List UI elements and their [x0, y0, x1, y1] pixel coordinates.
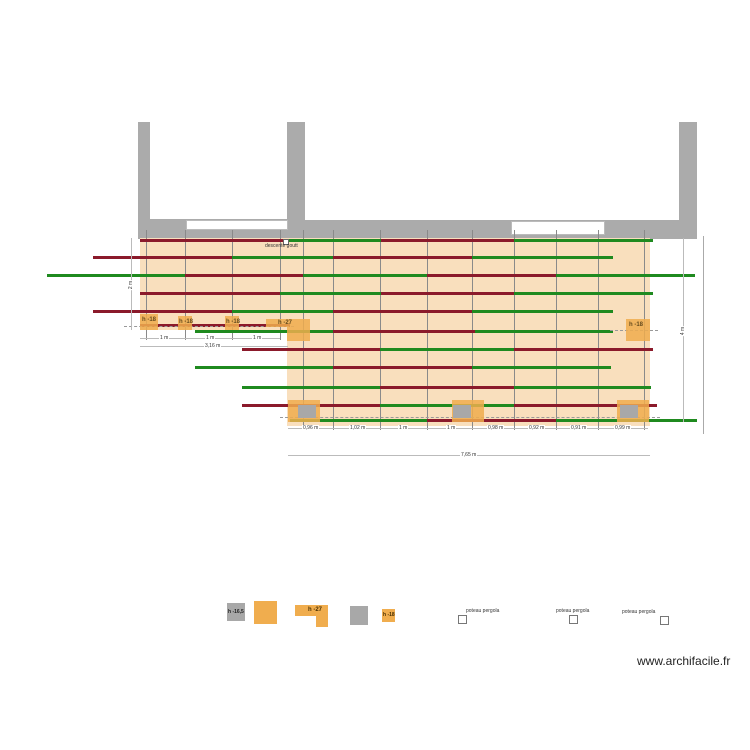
beam-red[interactable] — [381, 292, 514, 295]
wall-middle — [287, 122, 305, 239]
grid-line — [146, 230, 147, 340]
footing-pad[interactable]: h -18 — [626, 319, 650, 341]
grid-line — [280, 230, 281, 340]
footing-pad[interactable]: h -18 — [178, 316, 194, 330]
beam-red[interactable] — [381, 239, 514, 242]
post-legend-square[interactable] — [660, 616, 669, 625]
legend-grey-square[interactable] — [350, 606, 368, 625]
beam-green[interactable] — [232, 310, 333, 313]
footing-pad-L-leg[interactable] — [287, 327, 310, 341]
wall-right-upper — [679, 122, 697, 239]
footing-pad-L[interactable]: h -27 — [266, 319, 310, 327]
reference-line-left — [124, 326, 294, 327]
pergola-zone-left — [140, 238, 290, 330]
beam-red[interactable] — [380, 386, 514, 389]
dimension-left-vertical-label: 2 m — [128, 279, 135, 291]
beam-green[interactable] — [242, 386, 380, 389]
beam-red[interactable] — [333, 366, 472, 369]
beam-green[interactable] — [472, 310, 613, 313]
beam-red[interactable] — [140, 292, 280, 295]
beam-green[interactable] — [380, 348, 514, 351]
legend-orange-L[interactable]: h -27 — [295, 605, 328, 616]
dimension-segment-label: 0,91 m — [570, 425, 588, 431]
downspout-marker — [283, 239, 289, 245]
legend-orange-square[interactable] — [254, 601, 277, 624]
beam-red[interactable] — [242, 348, 380, 351]
dimension-left-total-label: 3,16 m — [204, 343, 222, 349]
pad-label: h -18 — [226, 319, 241, 325]
dimension-segment-label: 0,96 m — [302, 425, 320, 431]
beam-red[interactable] — [514, 404, 657, 407]
post-legend-label: poteau pergola — [466, 608, 500, 614]
pad-label: h -18 — [629, 322, 644, 328]
beam-green[interactable] — [47, 274, 185, 277]
dimension-right-vertical-label: 4 m — [680, 325, 687, 337]
legend-orange-L-leg[interactable] — [316, 615, 328, 627]
post-legend-label: poteau pergola — [622, 609, 656, 615]
dimension-bottom-segments — [288, 428, 648, 429]
beam-green[interactable] — [514, 292, 653, 295]
beam-red[interactable] — [333, 256, 472, 259]
dimension-segment-label: 0,99 m — [614, 425, 632, 431]
pad-label: h -18 — [179, 319, 194, 325]
dimension-segment-label: 1 m — [252, 335, 263, 341]
pad-label: h -18 — [142, 317, 157, 323]
grid-line — [185, 230, 186, 340]
post-legend-square[interactable] — [569, 615, 578, 624]
beam-green[interactable] — [232, 256, 333, 259]
beam-red[interactable] — [333, 310, 472, 313]
beam-green[interactable] — [472, 256, 613, 259]
downspout-label: descente goutt — [265, 243, 298, 249]
beam-green[interactable] — [514, 239, 653, 242]
dimension-bottom-total-label: 7,65 m — [460, 452, 478, 458]
beam-red[interactable] — [93, 310, 232, 313]
footing-pad[interactable]: h -18 — [225, 316, 241, 330]
beam-green[interactable] — [472, 366, 611, 369]
beam-red[interactable] — [140, 239, 287, 242]
beam-red[interactable] — [427, 419, 556, 422]
wall-left-upper — [138, 122, 150, 230]
pergola-post[interactable] — [298, 405, 316, 418]
wall-right-bottom — [287, 220, 697, 239]
legend-label: h -18 — [383, 612, 395, 618]
beam-green[interactable] — [303, 274, 427, 277]
dimension-segment-label: 1 m — [159, 335, 170, 341]
legend-grey-pad[interactable]: h -16,5 — [227, 603, 245, 621]
beam-red[interactable] — [333, 330, 475, 333]
legend-label: h -16,5 — [228, 609, 244, 615]
dimension-segment-label: 1 m — [205, 335, 216, 341]
legend-orange-small[interactable]: h -18 — [382, 609, 395, 622]
window-opening-right — [511, 221, 605, 235]
beam-green[interactable] — [287, 239, 381, 242]
dimension-segment-label: 1,02 m — [349, 425, 367, 431]
beam-green[interactable] — [475, 330, 613, 333]
beam-red[interactable] — [427, 274, 556, 277]
pad-label: h -27 — [278, 320, 293, 326]
beam-green[interactable] — [195, 366, 333, 369]
beam-green[interactable] — [195, 330, 333, 333]
window-opening-left — [186, 220, 288, 230]
beam-red[interactable] — [185, 274, 303, 277]
brand-watermark[interactable]: www.archifacile.fr — [637, 654, 731, 668]
post-legend-label: poteau pergola — [556, 608, 590, 614]
beam-green[interactable] — [290, 419, 427, 422]
beam-green[interactable] — [280, 292, 381, 295]
right-border-line — [703, 236, 704, 434]
dimension-segment-label: 0,92 m — [528, 425, 546, 431]
beam-green[interactable] — [514, 386, 651, 389]
pergola-post[interactable] — [453, 405, 471, 418]
dimension-segment-label: 1 m — [446, 425, 457, 431]
footing-pad[interactable]: h -18 — [140, 314, 158, 330]
beam-red[interactable] — [140, 324, 290, 327]
beam-red[interactable] — [514, 348, 653, 351]
legend-label: h -27 — [308, 607, 323, 613]
beam-green[interactable] — [556, 274, 695, 277]
pergola-post[interactable] — [620, 405, 638, 418]
dimension-segment-label: 1 m — [398, 425, 409, 431]
grid-line — [232, 230, 233, 340]
beam-red[interactable] — [93, 256, 232, 259]
dimension-segment-label: 0,98 m — [487, 425, 505, 431]
beam-green[interactable] — [380, 404, 514, 407]
post-legend-square[interactable] — [458, 615, 467, 624]
